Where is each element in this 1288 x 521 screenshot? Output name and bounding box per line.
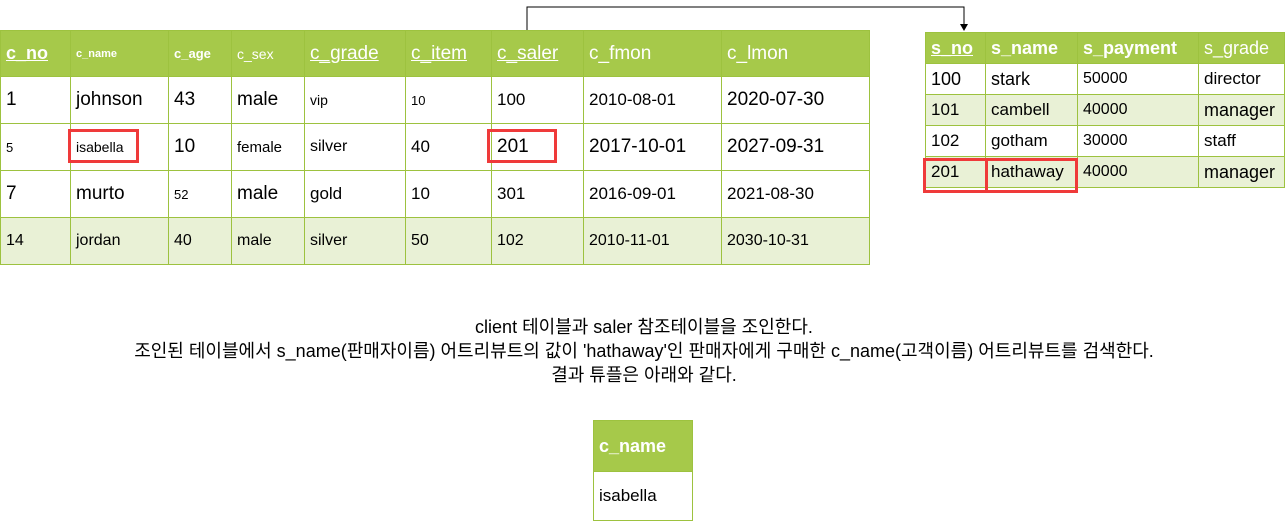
cell: cambell	[985, 94, 1078, 126]
cell: hathaway	[985, 156, 1078, 188]
cell: silver	[304, 217, 406, 265]
cell: staff	[1198, 125, 1285, 157]
highlight-isabella	[68, 129, 139, 163]
cell: silver	[304, 123, 406, 171]
cell: 40000	[1077, 94, 1199, 126]
result-table: c_name isabella	[593, 420, 693, 521]
header-s-name: s_name	[985, 32, 1078, 64]
cell: male	[231, 76, 305, 124]
header-c-age: c_age	[168, 30, 232, 77]
header-s-no: s_no	[925, 32, 986, 64]
description-line-3: 결과 튜플은 아래와 같다.	[551, 365, 737, 385]
cell: gold	[304, 170, 406, 218]
saler-header-row: s_no s_name s_payment s_grade	[925, 32, 1285, 64]
table-row: 201 hathaway 40000 manager	[925, 156, 1285, 188]
header-c-item: c_item	[405, 30, 492, 77]
header-s-grade: s_grade	[1198, 32, 1285, 64]
cell: 10	[405, 76, 492, 124]
header-c-no: c_no	[0, 30, 71, 77]
saler-table: s_no s_name s_payment s_grade 100 stark …	[925, 32, 1285, 188]
cell: 50	[405, 217, 492, 265]
cell: 5	[0, 123, 71, 171]
highlight-hathaway	[985, 158, 1078, 193]
table-row: 5 isabella 10 female silver 40 201 2017-…	[0, 123, 870, 171]
header-c-saler: c_saler	[491, 30, 584, 77]
description-line-1: client 테이블과 saler 참조테이블을 조인한다.	[475, 317, 813, 337]
header-result-c-name: c_name	[593, 420, 693, 472]
cell: johnson	[70, 76, 169, 124]
cell: 2010-11-01	[583, 217, 722, 265]
table-row: isabella	[593, 471, 693, 521]
header-s-payment: s_payment	[1077, 32, 1199, 64]
cell: 2020-07-30	[721, 76, 870, 124]
cell: 102	[491, 217, 584, 265]
highlight-s-no-201	[923, 158, 988, 193]
header-c-name: c_name	[70, 30, 169, 77]
cell: stark	[985, 63, 1078, 95]
description: client 테이블과 saler 참조테이블을 조인한다. 조인된 테이블에서…	[0, 315, 1288, 387]
cell: vip	[304, 76, 406, 124]
table-row: 101 cambell 40000 manager	[925, 94, 1285, 126]
cell: 40	[405, 123, 492, 171]
cell: 43	[168, 76, 232, 124]
table-row: 1 johnson 43 male vip 10 100 2010-08-01 …	[0, 76, 870, 124]
cell: 201	[925, 156, 986, 188]
cell: 30000	[1077, 125, 1199, 157]
highlight-saler-201	[487, 129, 557, 163]
cell: 2017-10-01	[583, 123, 722, 171]
cell: 2010-08-01	[583, 76, 722, 124]
table-row: 7 murto 52 male gold 10 301 2016-09-01 2…	[0, 170, 870, 218]
cell: 7	[0, 170, 71, 218]
cell: female	[231, 123, 305, 171]
cell: 10	[405, 170, 492, 218]
cell: 1	[0, 76, 71, 124]
cell: 2027-09-31	[721, 123, 870, 171]
cell: 2030-10-31	[721, 217, 870, 265]
cell: male	[231, 217, 305, 265]
table-row: 14 jordan 40 male silver 50 102 2010-11-…	[0, 217, 870, 265]
client-table: c_no c_name c_age c_sex c_grade c_item c…	[0, 30, 870, 265]
cell: 52	[168, 170, 232, 218]
cell: 2021-08-30	[721, 170, 870, 218]
cell: 14	[0, 217, 71, 265]
table-row: 100 stark 50000 director	[925, 63, 1285, 95]
cell: gotham	[985, 125, 1078, 157]
result-header-row: c_name	[593, 420, 693, 472]
cell: 40	[168, 217, 232, 265]
description-line-2: 조인된 테이블에서 s_name(판매자이름) 어트리뷰트의 값이 'hatha…	[134, 341, 1154, 361]
header-c-grade: c_grade	[304, 30, 406, 77]
header-c-lmon: c_lmon	[721, 30, 870, 77]
cell: manager	[1198, 156, 1285, 188]
cell: director	[1198, 63, 1285, 95]
cell: 102	[925, 125, 986, 157]
cell: 101	[925, 94, 986, 126]
cell: 100	[491, 76, 584, 124]
cell: 100	[925, 63, 986, 95]
cell: male	[231, 170, 305, 218]
table-row: 102 gotham 30000 staff	[925, 125, 1285, 157]
header-c-sex: c_sex	[231, 30, 305, 77]
cell: 301	[491, 170, 584, 218]
cell: jordan	[70, 217, 169, 265]
cell: 40000	[1077, 156, 1199, 188]
result-cell: isabella	[593, 471, 693, 521]
header-c-fmon: c_fmon	[583, 30, 722, 77]
cell: murto	[70, 170, 169, 218]
cell: 10	[168, 123, 232, 171]
cell: 2016-09-01	[583, 170, 722, 218]
cell: manager	[1198, 94, 1285, 126]
cell: 50000	[1077, 63, 1199, 95]
client-header-row: c_no c_name c_age c_sex c_grade c_item c…	[0, 30, 870, 77]
